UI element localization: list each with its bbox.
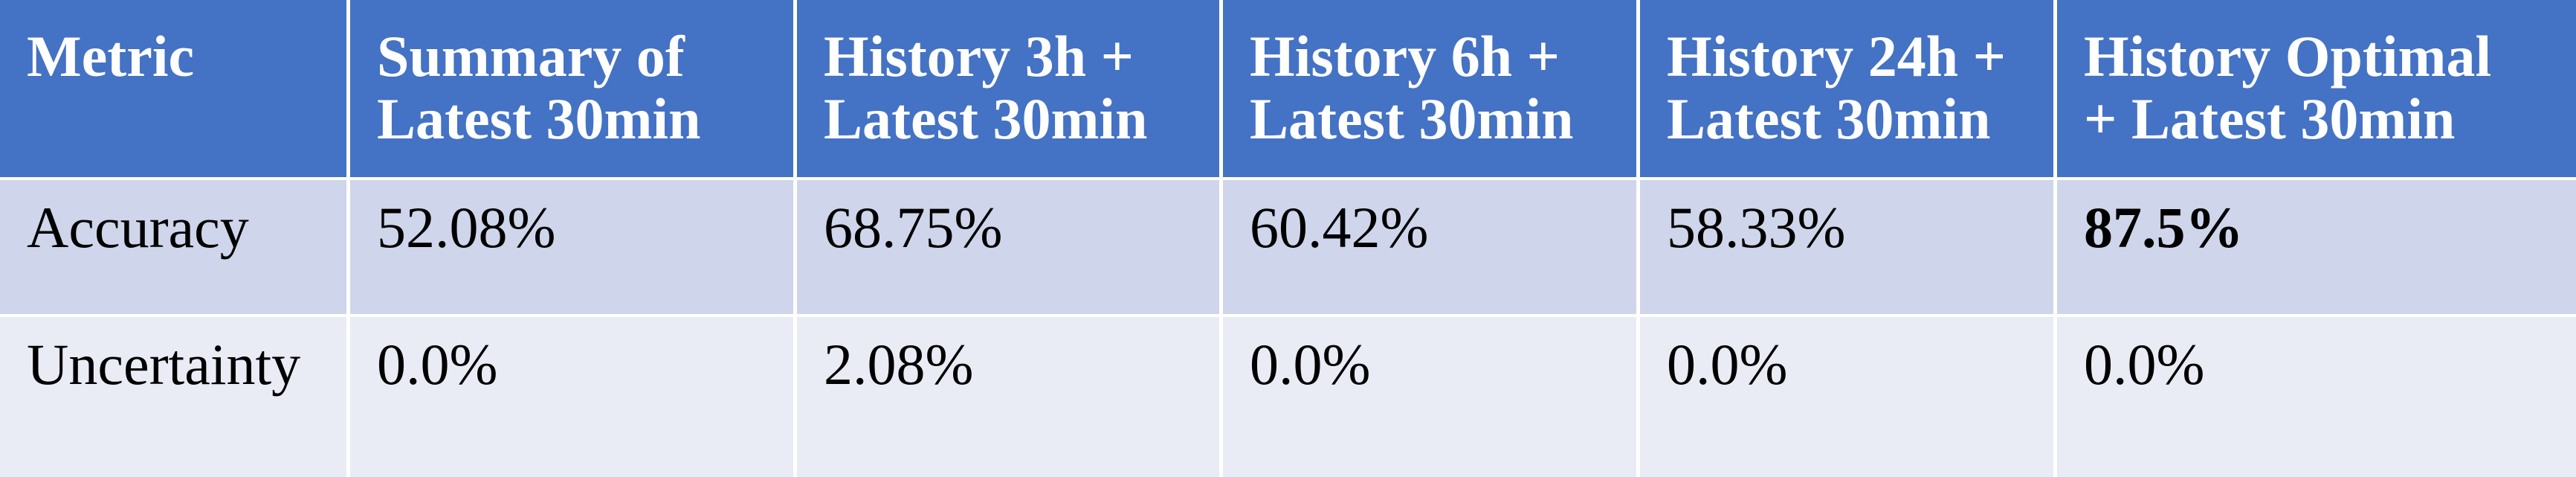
table-row-accuracy: Accuracy 52.08% 68.75% 60.42% 58.33% 87.… — [0, 180, 2576, 314]
table-cell: 58.33% — [1640, 180, 2053, 314]
header-cell-history-24h: History 24h + Latest 30min — [1640, 0, 2053, 177]
row-label-accuracy: Accuracy — [0, 180, 346, 314]
header-cell-summary-latest-30min: Summary of Latest 30min — [350, 0, 793, 177]
table-cell: 52.08% — [350, 180, 793, 314]
table-row-uncertainty: Uncertainty 0.0% 2.08% 0.0% 0.0% 0.0% — [0, 317, 2576, 477]
table-cell: 0.0% — [1223, 317, 1636, 477]
header-line: Latest 30min — [1667, 86, 1991, 151]
header-cell-metric: Metric — [0, 0, 346, 177]
header-line: Latest 30min — [377, 86, 701, 151]
table-cell: 0.0% — [1640, 317, 2053, 477]
table-cell: 0.0% — [350, 317, 793, 477]
row-label-uncertainty: Uncertainty — [0, 317, 346, 477]
header-cell-history-optimal: History Optimal + Latest 30min — [2057, 0, 2576, 177]
table-cell-best: 87.5% — [2057, 180, 2576, 314]
table-cell: 2.08% — [797, 317, 1219, 477]
header-line: Summary of — [377, 24, 685, 89]
table-cell: 68.75% — [797, 180, 1219, 314]
table-header-row: Metric Summary of Latest 30min History 3… — [0, 0, 2576, 177]
header-line: History 3h + — [824, 24, 1134, 89]
header-line: History 6h + — [1250, 24, 1560, 89]
header-cell-history-3h: History 3h + Latest 30min — [797, 0, 1219, 177]
header-line: History 24h + — [1667, 24, 2007, 89]
header-line: Latest 30min — [1250, 86, 1574, 151]
table-cell: 0.0% — [2057, 317, 2576, 477]
header-cell-history-6h: History 6h + Latest 30min — [1223, 0, 1636, 177]
header-line: History Optimal — [2084, 24, 2492, 89]
header-line: Latest 30min — [824, 86, 1148, 151]
header-line: + Latest 30min — [2084, 86, 2456, 151]
table-cell: 60.42% — [1223, 180, 1636, 314]
header-line: Metric — [27, 24, 195, 89]
